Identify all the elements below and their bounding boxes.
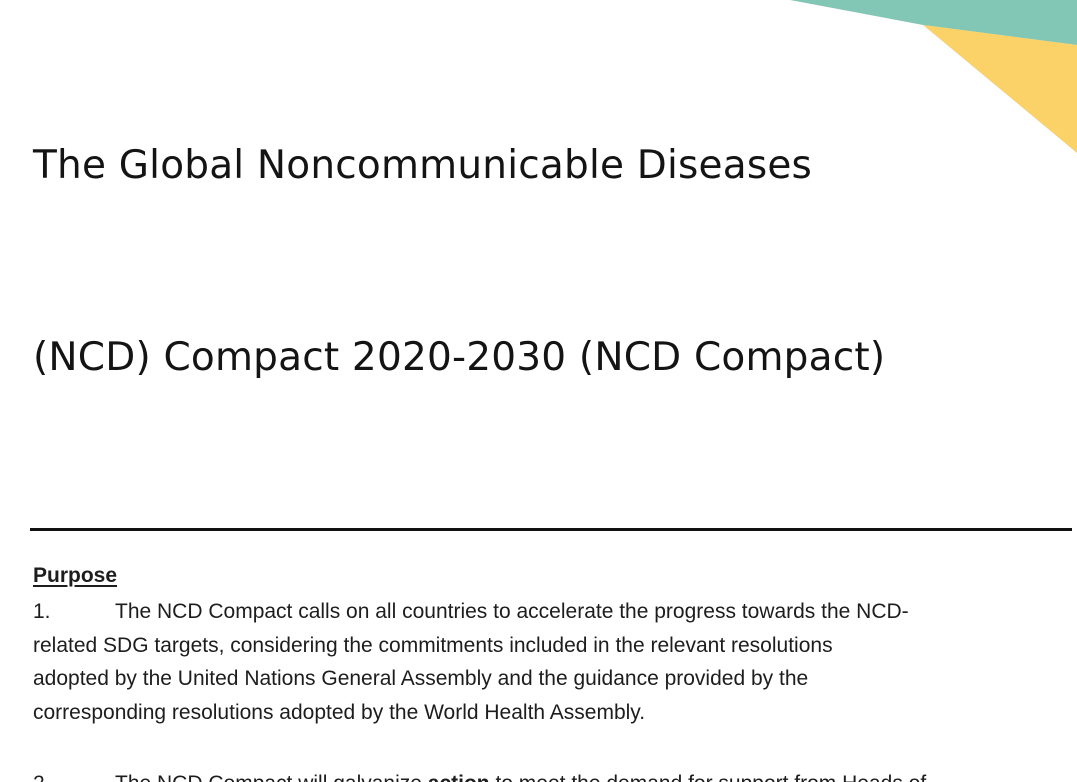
text-run: corresponding resolutions adopted by the…	[33, 700, 646, 724]
paragraph-number: 1.	[33, 600, 51, 623]
title-divider	[30, 528, 1072, 531]
purpose-heading-row: Purpose	[30, 563, 1077, 588]
purpose-heading: Purpose	[33, 564, 118, 587]
text-run: to meet the demand for support from Head…	[490, 772, 926, 782]
text-run: The NCD Compact calls on all countries t…	[115, 600, 909, 623]
paragraph-line: adopted by the United Nations General As…	[33, 662, 1077, 696]
page-title: The Global Noncommunicable Diseases (NCD…	[33, 6, 1077, 518]
paragraph-1: 1. The NCD Compact calls on all countries…	[33, 595, 1077, 729]
page-title-line-1: The Global Noncommunicable Diseases	[33, 143, 813, 188]
corner-decoration	[790, 0, 1077, 153]
paragraph-line: 2.The NCD Compact will galvanize action …	[33, 767, 1077, 782]
text-run: action	[428, 772, 490, 782]
text-run: related SDG targets, considering the com…	[33, 633, 833, 657]
text-run: The NCD Compact will galvanize	[115, 772, 428, 782]
teal-corner-shape	[790, 0, 1077, 45]
paragraph-number: 2.	[33, 767, 115, 782]
paragraph-line: corresponding resolutions adopted by the…	[33, 696, 1077, 730]
paragraph-line: 1. The NCD Compact calls on all countries…	[33, 595, 1077, 629]
document-content: The Global Noncommunicable Diseases (NCD…	[0, 6, 1077, 782]
text-run: adopted by the United Nations General As…	[33, 667, 809, 690]
paragraph-2: 2.The NCD Compact will galvanize action …	[33, 767, 1077, 782]
paragraph-line: related SDG targets, considering the com…	[33, 629, 1077, 663]
page-title-line-2: (NCD) Compact 2020-2030 (NCD Compact)	[33, 335, 886, 380]
yellow-corner-shape	[923, 25, 1077, 153]
